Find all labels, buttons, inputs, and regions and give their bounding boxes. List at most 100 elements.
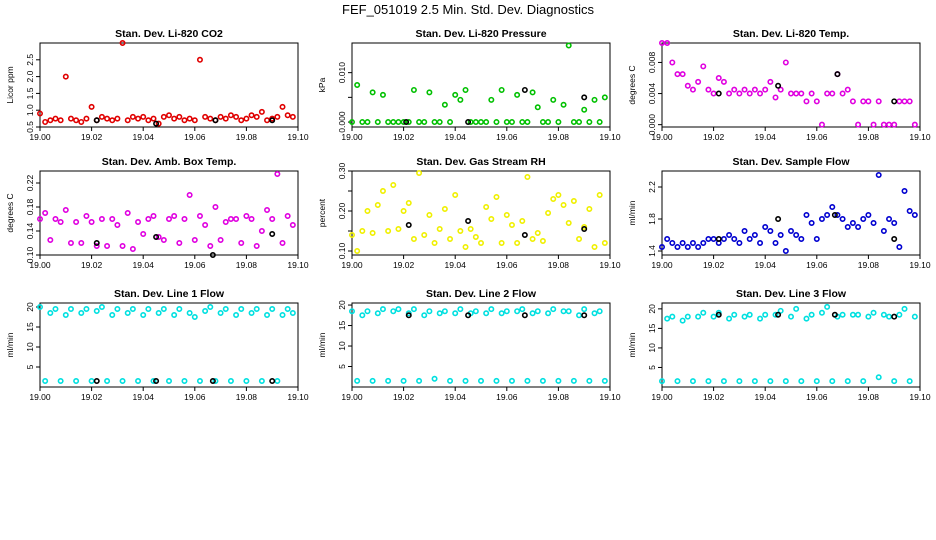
data-point	[498, 86, 505, 93]
data-point	[808, 220, 815, 227]
y-axis-label: ml/min	[5, 332, 15, 357]
y-axis-label: Licor ppm	[5, 66, 15, 103]
y-axis-label: ml/min	[627, 332, 637, 357]
data-point	[400, 208, 407, 215]
data-point	[586, 119, 593, 126]
chart-panel-1: Stan. Dev. Li-820 CO2 19.00 19.02 19.04 19.0…	[5, 28, 309, 142]
y-tick-label: 0.10	[25, 246, 35, 263]
data-point	[565, 220, 572, 227]
x-tick-label: 19.02	[81, 392, 103, 402]
x-tick-label: 19.10	[599, 392, 621, 402]
data-point	[207, 243, 214, 250]
data-point	[710, 313, 717, 320]
data-point	[911, 121, 918, 128]
data-point	[731, 311, 738, 318]
data-point	[374, 310, 381, 317]
data-point	[669, 313, 676, 320]
x-tick-label: 19.06	[184, 392, 206, 402]
data-point	[269, 216, 276, 223]
reference-point	[581, 312, 588, 319]
data-point	[777, 232, 784, 239]
plot-frame	[351, 302, 611, 388]
data-point	[145, 305, 152, 312]
data-point	[720, 236, 727, 243]
y-tick-label: 1.4	[647, 245, 657, 257]
data-point	[385, 228, 392, 235]
data-point	[457, 228, 464, 235]
data-point	[508, 377, 515, 384]
y-tick-label: 15	[647, 323, 657, 333]
data-point	[93, 307, 100, 314]
x-tick-label: 19.00	[29, 392, 51, 402]
data-point	[150, 115, 157, 122]
plot-frame	[661, 42, 921, 128]
plot-frame	[661, 170, 921, 256]
data-point	[503, 119, 510, 126]
x-tick-label: 19.10	[287, 132, 309, 142]
data-point	[62, 73, 69, 80]
data-point	[550, 96, 557, 103]
data-point	[746, 90, 753, 97]
chart-panel-9: Stan. Dev. Line 3 Flow 19.00 19.02 19.04 19.…	[627, 288, 931, 402]
reference-point	[153, 234, 160, 241]
y-tick-label: 0.004	[647, 83, 657, 105]
data-point	[441, 308, 448, 315]
data-point	[524, 377, 531, 384]
y-tick-label: 20	[337, 300, 347, 310]
data-point	[493, 194, 500, 201]
data-point	[212, 377, 219, 384]
y-tick-label: 0.010	[337, 62, 347, 84]
data-point	[196, 213, 203, 220]
x-tick-label: 19.08	[548, 392, 570, 402]
reference-point	[891, 236, 898, 243]
data-point	[166, 112, 173, 119]
data-point	[227, 112, 234, 119]
data-point	[238, 305, 245, 312]
data-point	[514, 240, 521, 247]
data-point	[493, 119, 500, 126]
data-point	[289, 222, 296, 229]
data-point	[782, 248, 789, 255]
data-point	[772, 240, 779, 247]
data-point	[279, 311, 286, 318]
data-point	[767, 78, 774, 85]
data-point	[891, 220, 898, 227]
data-point	[52, 305, 59, 312]
x-tick-label: 19.02	[81, 132, 103, 142]
chart-panel-5: Stan. Dev. Gas Stream RH 19.00 19.02 19.04 1…	[317, 156, 621, 270]
data-point	[416, 377, 423, 384]
data-point	[658, 378, 665, 385]
data-point	[710, 90, 717, 97]
panel-title: Stan. Dev. Amb. Box Temp.	[102, 156, 237, 168]
data-point	[73, 219, 80, 226]
data-point	[348, 232, 355, 239]
data-point	[67, 305, 74, 312]
panel-title: Stan. Dev. Gas Stream RH	[416, 156, 545, 168]
data-point	[135, 219, 142, 226]
data-point	[145, 216, 152, 223]
data-point	[258, 108, 265, 115]
data-point	[109, 216, 116, 223]
data-point	[911, 212, 918, 219]
data-point	[839, 216, 846, 223]
reference-point	[465, 312, 472, 319]
data-point	[679, 317, 686, 324]
y-tick-label: 0.000	[647, 114, 657, 136]
data-point	[875, 98, 882, 105]
y-tick-label: 15	[337, 321, 347, 331]
data-point	[705, 378, 712, 385]
data-point	[477, 377, 484, 384]
panels-grid: Stan. Dev. Li-820 CO2 19.00 19.02 19.04 19.0…	[5, 28, 931, 402]
data-point	[196, 56, 203, 63]
data-point	[586, 377, 593, 384]
x-tick-label: 19.04	[445, 132, 467, 142]
data-point	[726, 315, 733, 322]
data-point	[472, 119, 479, 126]
data-point	[426, 308, 433, 315]
data-point	[155, 309, 162, 316]
data-point	[47, 117, 54, 124]
data-point	[550, 196, 557, 203]
data-point	[824, 90, 831, 97]
data-point	[901, 98, 908, 105]
x-tick-label: 19.06	[806, 132, 828, 142]
